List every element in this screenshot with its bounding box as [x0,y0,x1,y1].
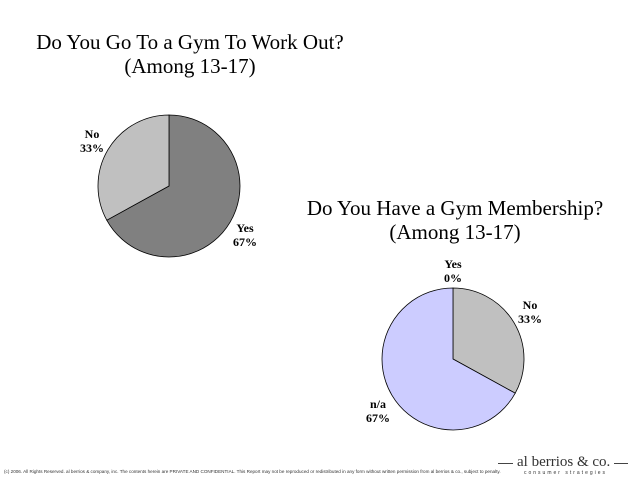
pie-slice-yes [106,114,241,258]
chart2-title-block: Do You Have a Gym Membership? (Among 13-… [275,196,635,244]
chart1-subtitle: (Among 13-17) [124,54,256,78]
chart1-title-block: Do You Go To a Gym To Work Out? (Among 1… [0,30,380,78]
slice-label-n-a: n/a 67% [366,397,390,425]
pie-slice-no [97,114,170,221]
pie-slice-n-a [381,287,516,431]
logo-rule-right [614,463,628,464]
pie-chart-gym-workout: Yes 67% No 33% [80,114,257,258]
slice-label-no: No 33% [518,298,542,326]
slice-label-yes: Yes 67% [233,221,257,249]
slice-label-yes: Yes 0% [444,257,462,285]
logo-name: al berrios & co. [517,454,611,470]
copyright-footer: (c) 2006. All Rights Reserved. al berrio… [4,469,501,474]
logo-rule-left [498,463,513,464]
company-logo: al berrios & co. consumer strategies [498,450,638,476]
chart1-title: Do You Go To a Gym To Work Out? [36,30,344,54]
pie-slice-no [452,287,525,394]
chart2-title: Do You Have a Gym Membership? [306,196,604,220]
chart2-subtitle: (Among 13-17) [389,220,521,244]
logo-tagline: consumer strategies [524,470,608,476]
slice-label-no: No 33% [80,127,104,155]
pie-chart-gym-membership: Yes 0% No 33% n/a 67% [366,257,542,431]
